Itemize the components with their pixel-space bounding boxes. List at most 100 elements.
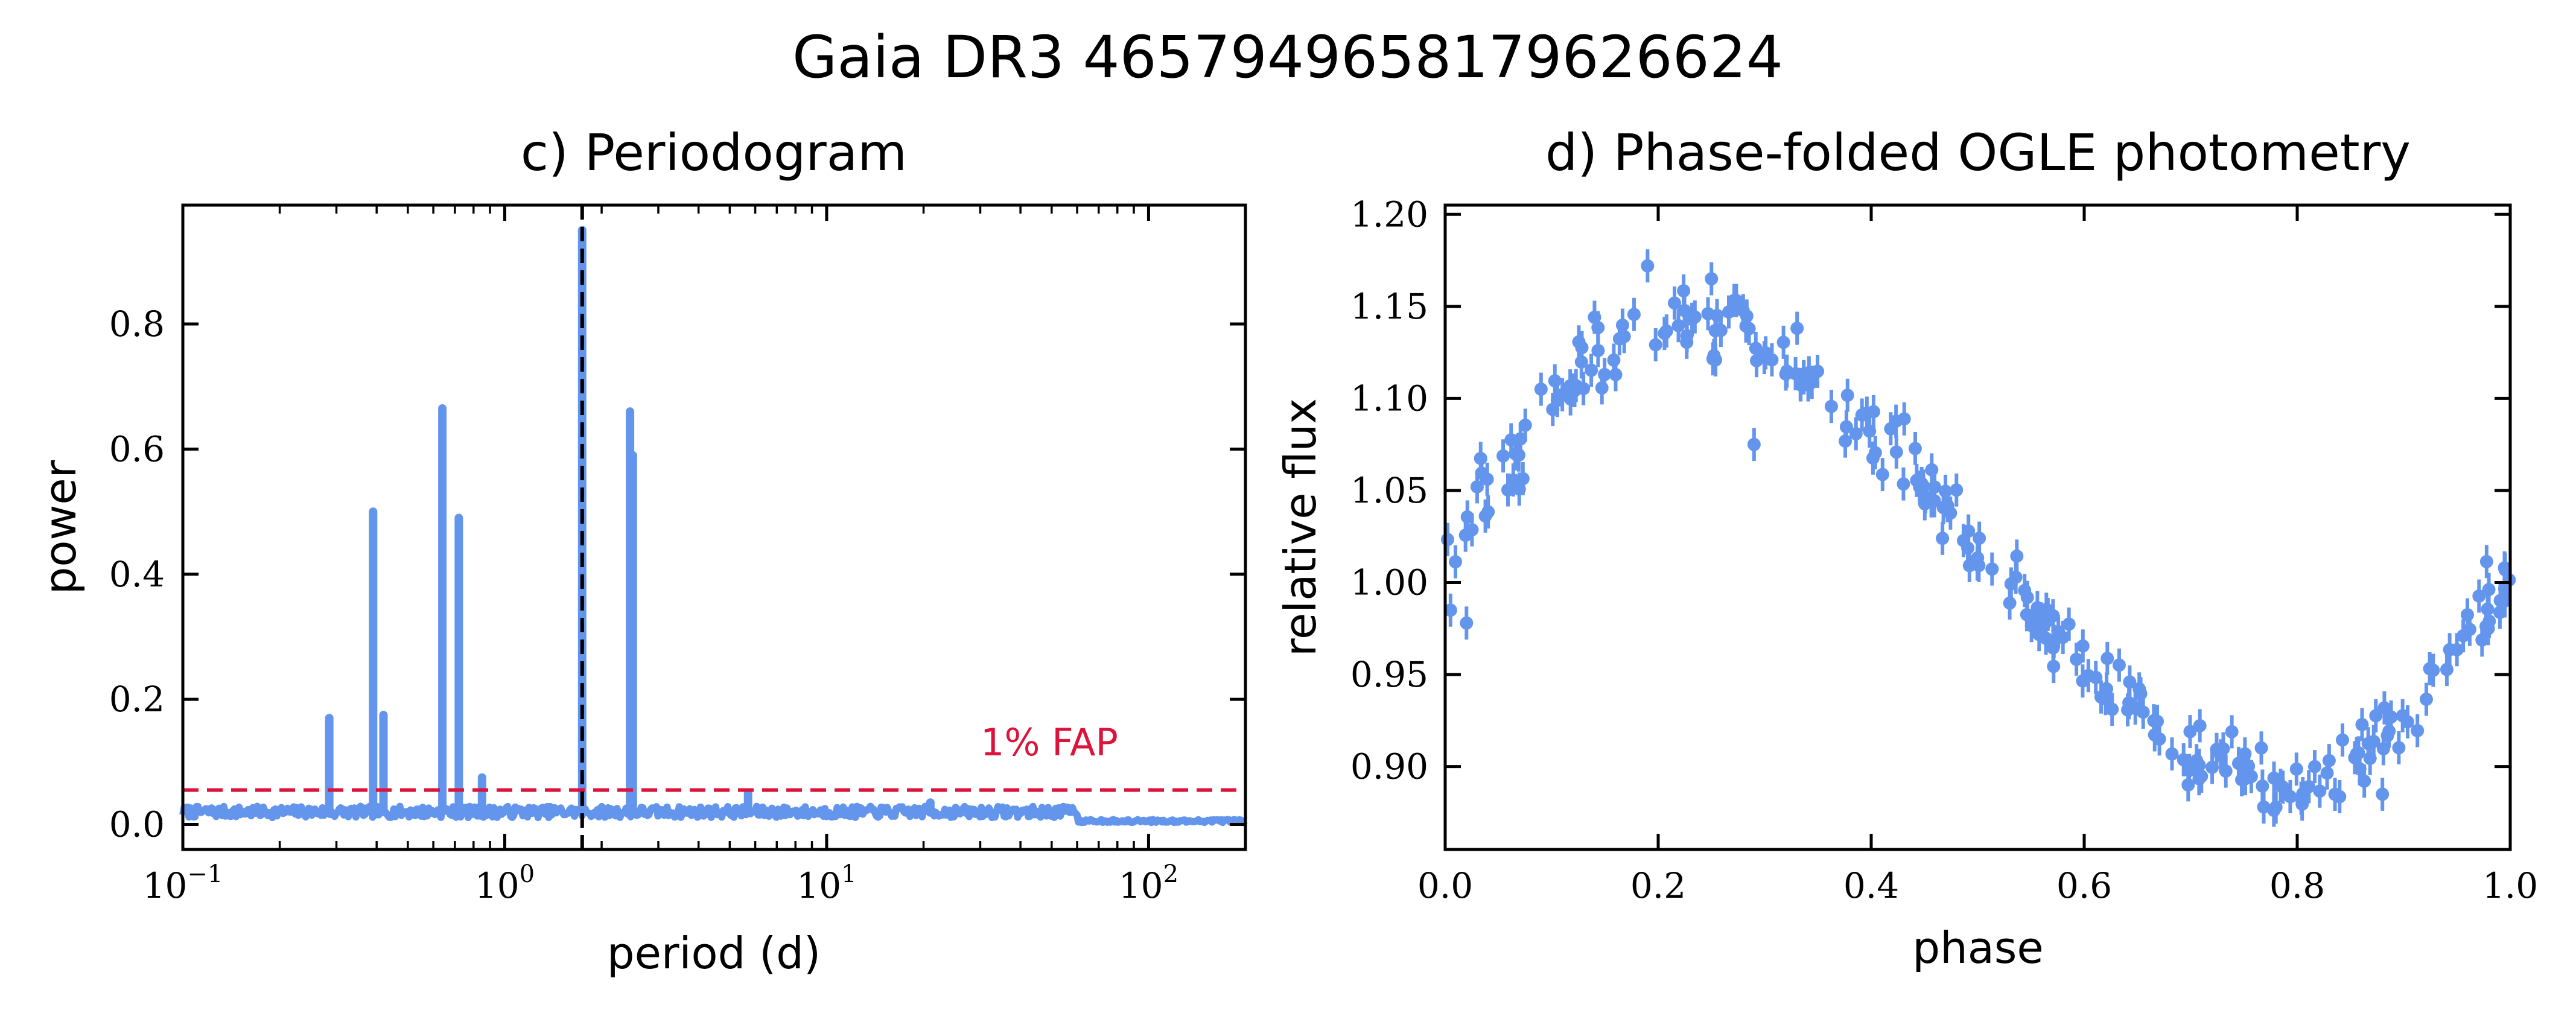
phase-ytick-label: 1.20: [1350, 194, 1428, 235]
phase-point: [2440, 662, 2454, 676]
phase-point: [1678, 303, 1691, 317]
phase-point: [1443, 603, 1457, 617]
phase-point: [1925, 463, 1939, 477]
phase-point: [1889, 445, 1903, 459]
phase-point: [1950, 483, 1964, 497]
phase-point: [2498, 594, 2512, 608]
phase-point: [2482, 583, 2496, 597]
phase-point: [1440, 533, 1454, 547]
phase-point: [1936, 532, 1950, 545]
phase-ytick-label: 1.15: [1350, 286, 1428, 327]
phase-point: [2062, 617, 2076, 631]
phase-point: [2257, 800, 2271, 814]
phase-point: [1941, 499, 1954, 513]
phase-point: [1548, 374, 1562, 388]
phase-point: [1649, 338, 1662, 352]
phase-point: [1480, 472, 1494, 486]
phase-point: [1897, 477, 1910, 491]
phase-point: [2320, 766, 2334, 780]
periodogram-ytick-label: 0.2: [109, 679, 165, 720]
phase-point: [1609, 368, 1623, 382]
phase-point: [1708, 323, 1722, 337]
phase-frame: [1443, 203, 2512, 851]
phase-point: [2289, 762, 2303, 776]
phase-point: [2210, 743, 2224, 757]
phase-point: [1939, 484, 1953, 498]
phase-point: [1742, 322, 1756, 335]
periodogram-ytick-label: 0.4: [109, 554, 165, 595]
phase-point: [2392, 741, 2406, 755]
phase-point: [2479, 620, 2493, 633]
phase-point: [2121, 703, 2135, 717]
phase-point: [2376, 787, 2390, 801]
phase-point: [1776, 335, 1790, 349]
phase-point: [1860, 406, 1874, 420]
phase-point: [1863, 424, 1877, 438]
phase-point: [1501, 483, 1515, 497]
phase-point: [2400, 715, 2414, 729]
phase-point: [1460, 616, 1474, 630]
phase-point: [2020, 591, 2034, 605]
periodogram-ylabel: power: [35, 460, 86, 594]
phase-point: [2070, 652, 2084, 666]
phase-point: [1641, 259, 1655, 273]
phase-point: [2177, 753, 2190, 767]
phase-point: [1470, 480, 1484, 494]
phase-point: [1985, 562, 1999, 576]
phase-point: [2302, 779, 2316, 793]
phase-xtick-label: 1.0: [2482, 865, 2538, 906]
phase-point: [1627, 308, 1641, 322]
phase-point: [2267, 771, 2281, 785]
phase-point: [2134, 687, 2148, 700]
phase-point: [2276, 780, 2290, 794]
phase-point: [2099, 691, 2113, 705]
phase-point: [1671, 319, 1685, 332]
phase-point: [2377, 701, 2391, 715]
phase-point: [1897, 412, 1911, 426]
phase-point: [2020, 608, 2034, 621]
phase-ytick-label: 0.95: [1350, 654, 1428, 695]
phase-point: [2348, 751, 2362, 764]
phase-point: [2333, 790, 2347, 804]
phase-point: [2183, 764, 2196, 778]
phase-point: [1513, 432, 1527, 446]
phase-point: [1688, 310, 1702, 324]
phase-point: [2235, 773, 2249, 787]
phase-point: [2380, 729, 2394, 743]
phase-point: [2148, 728, 2161, 742]
phase-point: [1478, 509, 1492, 523]
phase-point: [2081, 668, 2095, 682]
phase-ytick-label: 0.90: [1350, 746, 1428, 787]
phase-point: [1595, 381, 1609, 395]
phase-point: [1677, 284, 1691, 298]
phase-point: [1667, 296, 1681, 310]
phase-point: [1709, 353, 1723, 367]
phase-title: d) Phase-folded OGLE photometry: [1545, 123, 2411, 182]
phase-xtick-label: 0.6: [2056, 865, 2112, 906]
phase-point: [2193, 719, 2207, 732]
phase-point: [2040, 602, 2053, 616]
phase-point: [2322, 754, 2336, 767]
phase-point: [2047, 659, 2061, 673]
phase-xtick-label: 0.2: [1630, 865, 1686, 906]
phase-point: [1585, 363, 1598, 377]
phase-point: [2463, 623, 2476, 636]
phase-point: [2308, 760, 2322, 773]
phase-point: [2426, 664, 2440, 678]
phase-point: [1962, 559, 1976, 573]
phase-point: [1448, 555, 1462, 569]
periodogram-xlabel: period (d): [607, 928, 821, 979]
phase-point: [1908, 442, 1922, 456]
phase-point: [1496, 449, 1510, 463]
periodogram-ytick-label: 0.8: [109, 303, 165, 344]
phase-point: [2369, 709, 2383, 723]
phase-point: [1460, 510, 1474, 524]
phase-point: [2056, 630, 2070, 644]
phase-point: [2313, 784, 2327, 798]
phase-point: [1765, 353, 1779, 367]
phase-point: [1607, 353, 1621, 367]
phase-point: [1569, 379, 1583, 393]
phase-point: [2165, 747, 2179, 761]
phase-point: [1546, 402, 1560, 416]
